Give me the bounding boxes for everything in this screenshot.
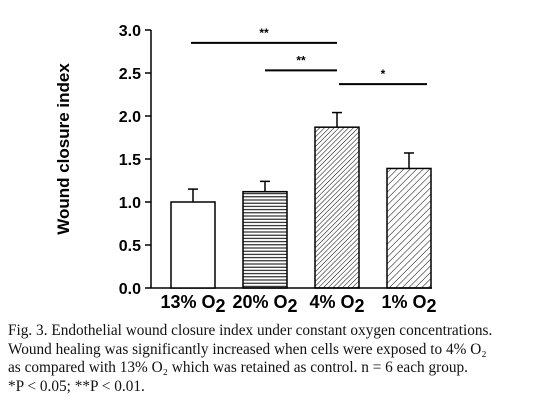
y-tick-label: 2.5 [119, 66, 141, 83]
x-tick-label: 13% O2 [160, 292, 225, 316]
y-tick-label: 1.0 [119, 195, 141, 212]
bar [170, 201, 216, 289]
caption-line: *P < 0.05; **P < 0.01. [8, 377, 145, 395]
y-tick-label: 1.5 [119, 152, 141, 169]
y-tick-label: 2.0 [119, 109, 141, 126]
y-tick-label: 0.0 [119, 281, 141, 298]
significance-label: ** [296, 53, 306, 67]
caption-line: Fig. 3. Endothelial wound closure index … [8, 322, 493, 339]
caption-line: as compared with 13% O₂ which was retain… [8, 359, 468, 377]
y-tick-label: 3.0 [119, 23, 141, 40]
significance-label: ** [259, 26, 269, 40]
x-tick-label: 20% O2 [232, 292, 297, 316]
y-axis-label: Wound closure index [54, 63, 73, 235]
figure-caption: Fig. 3. Endothelial wound closure index … [8, 322, 540, 396]
bar [242, 190, 288, 289]
caption-line: Wound healing was significantly increase… [8, 340, 487, 358]
x-tick-label: 4% O2 [309, 292, 364, 316]
bar [314, 126, 360, 289]
bar-chart: Wound closure index 0.0 0.5 1.0 1.5 2.0 2.5 3.0… [54, 23, 437, 316]
y-tick-label: 0.5 [119, 238, 141, 255]
significance-label: * [381, 67, 386, 81]
bar [386, 167, 432, 289]
x-tick-label: 1% O2 [381, 292, 436, 316]
